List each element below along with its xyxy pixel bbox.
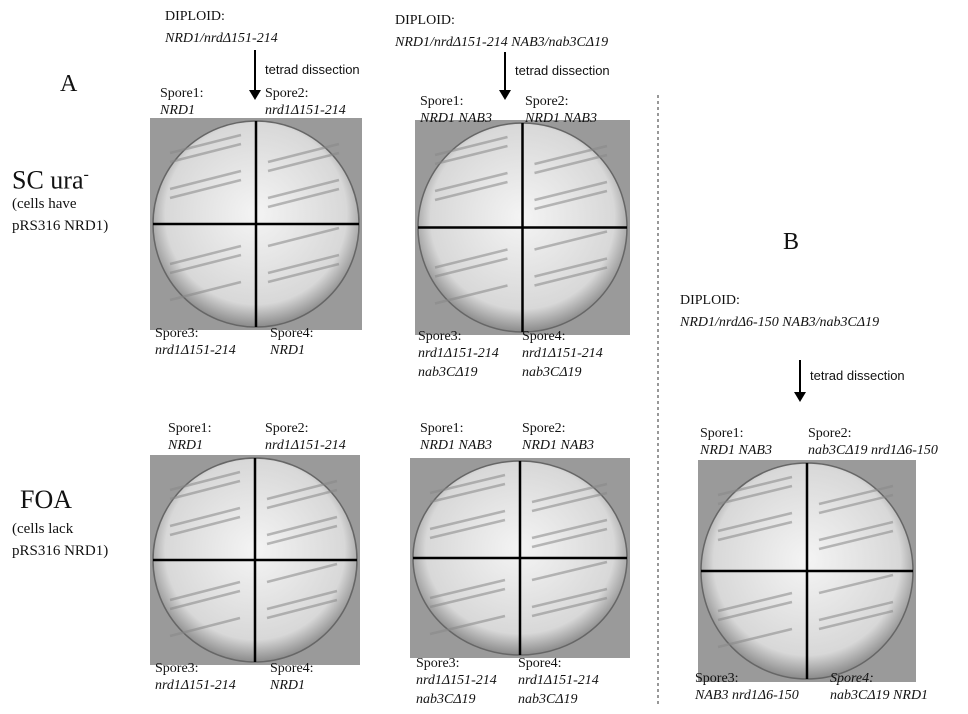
row-note: (cells lack [12, 519, 73, 540]
spore-name: Spore3: [155, 660, 199, 677]
spore-genotype: NRD1 [270, 342, 305, 359]
diploid-title: DIPLOID: [395, 12, 455, 29]
row-note: (cells have [12, 194, 77, 215]
superscript: - [84, 166, 89, 183]
panel-label: A [60, 76, 77, 93]
diploid-title: DIPLOID: [165, 8, 225, 25]
spore-name: Spore3: [418, 328, 462, 345]
spore-genotype: nab3CΔ19 NRD1 [830, 687, 928, 704]
spore-genotype: NRD1 NAB3 [420, 110, 492, 127]
spore-genotype: nrd1Δ151-214 [265, 437, 346, 454]
arrow-head [499, 90, 511, 100]
spore-genotype: NRD1 NAB3 [525, 110, 597, 127]
arrow-label: tetrad dissection [810, 367, 905, 384]
row-title: SC ura- [12, 160, 89, 196]
spore-genotype: nrd1Δ151-214 [416, 672, 497, 689]
spore-name: Spore1: [160, 85, 204, 102]
diploid-genotype: NRD1/nrdΔ151-214 [165, 30, 278, 47]
diploid-genotype: NRD1/nrdΔ6-150 NAB3/nab3CΔ19 [680, 314, 879, 331]
arrow-label: tetrad dissection [265, 61, 360, 78]
spore-genotype: nrd1Δ151-214 [418, 345, 499, 362]
panel-label: B [783, 234, 799, 251]
spore-name: Spore1: [420, 420, 464, 437]
spore-name: Spore3: [416, 655, 460, 672]
spore-genotype: nrd1Δ151-214 [522, 345, 603, 362]
spore-genotype: NRD1 NAB3 [700, 442, 772, 459]
spore-genotype: NRD1 [160, 102, 195, 119]
spore-name: Spore3: [155, 325, 199, 342]
row-title: FOA [20, 485, 72, 515]
spore-genotype: NRD1 [168, 437, 203, 454]
spore-genotype: NRD1 NAB3 [522, 437, 594, 454]
spore-name: Spore2: [525, 93, 569, 110]
spore-name: Spore3: [695, 670, 739, 687]
diploid-title: DIPLOID: [680, 292, 740, 309]
spore-name: Spore1: [168, 420, 212, 437]
spore-genotype: nab3CΔ19 nrd1Δ6-150 [808, 442, 938, 459]
spore-name: Spore4: [522, 328, 566, 345]
spore-name: Spore4: [270, 660, 314, 677]
spore-name: Spore1: [420, 93, 464, 110]
spore-genotype: nab3CΔ19 [416, 691, 476, 708]
diploid-genotype: NRD1/nrdΔ151-214 NAB3/nab3CΔ19 [395, 34, 608, 51]
spore-name: Spore1: [700, 425, 744, 442]
spore-genotype: nrd1Δ151-214 [155, 342, 236, 359]
spore-genotype: NAB3 nrd1Δ6-150 [695, 687, 799, 704]
spore-genotype: NRD1 [270, 677, 305, 694]
arrow-head [249, 90, 261, 100]
spore-genotype: nab3CΔ19 [518, 691, 578, 708]
spore-name: Spore2: [265, 420, 309, 437]
spore-genotype: nab3CΔ19 [522, 364, 582, 381]
spore-genotype: NRD1 NAB3 [420, 437, 492, 454]
figure: A B DIPLOID: NRD1/nrdΔ151-214 tetrad dissect… [0, 0, 968, 714]
spore-genotype: nab3CΔ19 [418, 364, 478, 381]
spore-name: Spore2: [522, 420, 566, 437]
spore-name: Spore2: [265, 85, 309, 102]
spore-genotype: nrd1Δ151-214 [155, 677, 236, 694]
spore-name: Spore2: [808, 425, 852, 442]
row-note: pRS316 NRD1) [12, 541, 108, 562]
row-note: pRS316 NRD1) [12, 216, 108, 237]
spore-name: Spore4: [518, 655, 562, 672]
spore-name: Spore4: [270, 325, 314, 342]
arrow-head [794, 392, 806, 402]
spore-genotype: nrd1Δ151-214 [518, 672, 599, 689]
spore-name: Spore4: [830, 670, 874, 687]
arrow-label: tetrad dissection [515, 62, 610, 79]
spore-genotype: nrd1Δ151-214 [265, 102, 346, 119]
